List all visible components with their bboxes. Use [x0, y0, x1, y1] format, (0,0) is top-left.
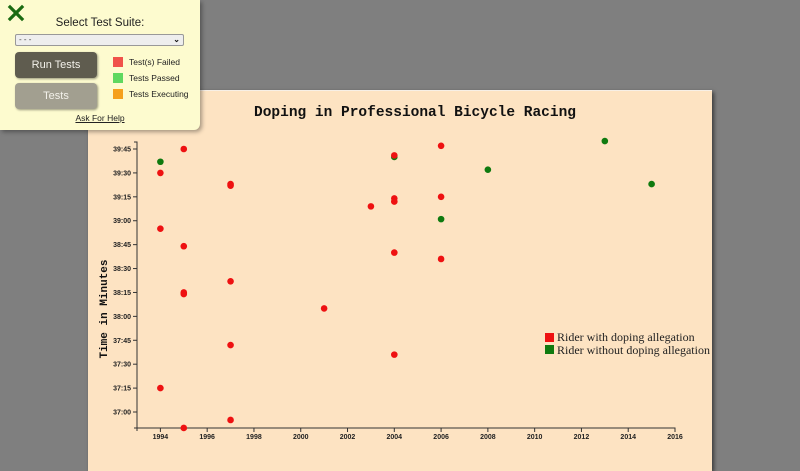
data-point	[157, 158, 164, 166]
data-point	[648, 180, 655, 188]
svg-text:38:45: 38:45	[113, 242, 131, 249]
test-suite-panel: Select Test Suite: - - - ⌄ Run Tests Tes…	[0, 0, 200, 130]
legend-label-doping: Rider with doping allegation	[557, 330, 695, 344]
svg-text:37:45: 37:45	[113, 338, 131, 345]
data-point	[437, 193, 445, 201]
executing-swatch-icon	[113, 89, 123, 99]
data-point	[601, 137, 609, 145]
data-point	[227, 278, 234, 285]
svg-text:2004: 2004	[387, 434, 403, 441]
svg-text:2016: 2016	[667, 434, 683, 441]
data-point	[391, 249, 398, 256]
svg-text:2010: 2010	[527, 434, 543, 441]
data-point	[367, 203, 375, 210]
data-point	[180, 145, 188, 153]
svg-text:39:30: 39:30	[113, 170, 131, 177]
data-point	[180, 242, 188, 250]
legend-swatch-no-doping	[545, 345, 554, 354]
svg-text:37:15: 37:15	[113, 386, 131, 393]
data-point	[437, 215, 445, 223]
data-points	[157, 137, 655, 432]
data-point	[157, 384, 164, 392]
svg-text:37:00: 37:00	[113, 410, 131, 417]
data-point	[391, 152, 398, 159]
svg-text:2012: 2012	[574, 434, 590, 441]
data-point	[180, 424, 188, 432]
close-icon[interactable]	[7, 4, 25, 22]
data-point	[227, 341, 234, 349]
chart-container: Doping in Professional Bicycle Racing 39…	[88, 90, 712, 471]
data-point	[157, 169, 164, 177]
data-point	[484, 166, 492, 174]
select-suite-label: Select Test Suite:	[55, 17, 145, 29]
data-point	[437, 255, 445, 263]
svg-text:2008: 2008	[480, 434, 496, 441]
data-point	[227, 416, 234, 424]
svg-text:38:15: 38:15	[113, 290, 131, 297]
svg-text:1996: 1996	[199, 434, 215, 441]
suite-select-value: - - -	[19, 35, 32, 44]
chevron-down-icon: ⌄	[173, 35, 180, 44]
data-point	[391, 198, 398, 205]
data-point	[157, 225, 164, 232]
legend-label-no-doping: Rider without doping allegation	[557, 343, 710, 357]
chart-title: Doping in Professional Bicycle Racing	[254, 105, 576, 121]
svg-text:39:45: 39:45	[113, 147, 131, 154]
svg-text:1998: 1998	[246, 434, 262, 441]
run-tests-button[interactable]: Run Tests	[15, 52, 97, 78]
svg-text:39:00: 39:00	[113, 218, 131, 225]
scatter-plot: Doping in Professional Bicycle Racing 39…	[99, 105, 710, 441]
data-point	[320, 305, 328, 312]
tests-button[interactable]: Tests	[15, 83, 97, 109]
y-axis: 39:45 39:30 39:15 39:00 38:45 38:30 38:15 38:00…	[113, 141, 138, 429]
svg-text:38:00: 38:00	[113, 314, 131, 321]
svg-text:38:30: 38:30	[113, 266, 131, 273]
data-point	[391, 351, 398, 358]
ask-for-help-link[interactable]: Ask For Help	[75, 113, 125, 123]
data-point	[437, 142, 445, 150]
passed-swatch-icon	[113, 73, 123, 83]
test-suite-select[interactable]: - - - ⌄	[15, 34, 184, 46]
legend-swatch-doping	[545, 333, 554, 342]
y-axis-title: Time in Minutes	[99, 259, 111, 358]
data-point	[180, 290, 188, 298]
chart-legend: Rider with doping allegation Rider witho…	[545, 330, 710, 357]
svg-text:39:15: 39:15	[113, 194, 131, 201]
svg-text:37:30: 37:30	[113, 362, 131, 369]
svg-text:2006: 2006	[433, 434, 449, 441]
failed-swatch-icon	[113, 57, 123, 67]
svg-text:2000: 2000	[293, 434, 309, 441]
svg-text:2014: 2014	[620, 434, 636, 441]
data-point	[227, 182, 234, 189]
svg-text:1994: 1994	[153, 434, 169, 441]
x-axis: 1994 1996 1998 2000 2002 2004 2006 2008 2010 2012…	[136, 427, 683, 441]
svg-text:2002: 2002	[340, 434, 356, 441]
